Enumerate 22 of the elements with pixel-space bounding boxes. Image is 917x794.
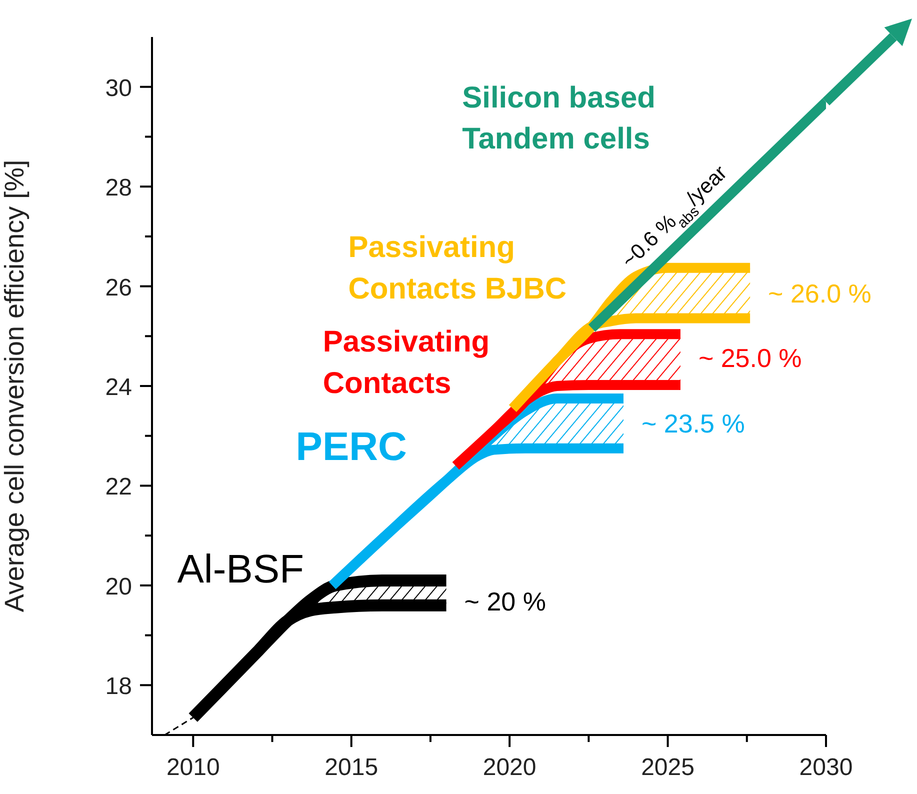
x-tick-label: 2020	[482, 754, 536, 781]
annotation: ~ 23.5 %	[641, 408, 745, 438]
y-tick-label: 18	[105, 673, 132, 700]
series-label: PERC	[296, 424, 407, 469]
series-label: Passivating Contacts	[322, 326, 490, 400]
x-tick-label: 2010	[166, 754, 220, 781]
annotation: ~ 20 %	[464, 586, 546, 616]
series-label: Passivating Contacts BJBC	[348, 230, 567, 306]
x-tick-label: 2025	[641, 754, 694, 781]
y-tick-label: 20	[105, 573, 132, 600]
annotation: ~ 25.0 %	[698, 343, 802, 374]
y-tick-label: 28	[105, 174, 132, 202]
text: Silicon based Tandem cells	[462, 81, 656, 156]
y-tick-label: 22	[105, 474, 132, 501]
x-tick-label: 2015	[324, 754, 378, 781]
x-tick-label: 2030	[799, 754, 853, 781]
annotation: ~ 26.0 %	[768, 278, 872, 308]
y-tick-label: 26	[105, 274, 132, 302]
series-label: Al-BSF	[177, 547, 304, 592]
y-axis-title: Average cell conversion efficiency [%]	[0, 160, 30, 612]
y-tick-label: 24	[105, 374, 132, 401]
y-tick-label: 30	[105, 74, 132, 102]
